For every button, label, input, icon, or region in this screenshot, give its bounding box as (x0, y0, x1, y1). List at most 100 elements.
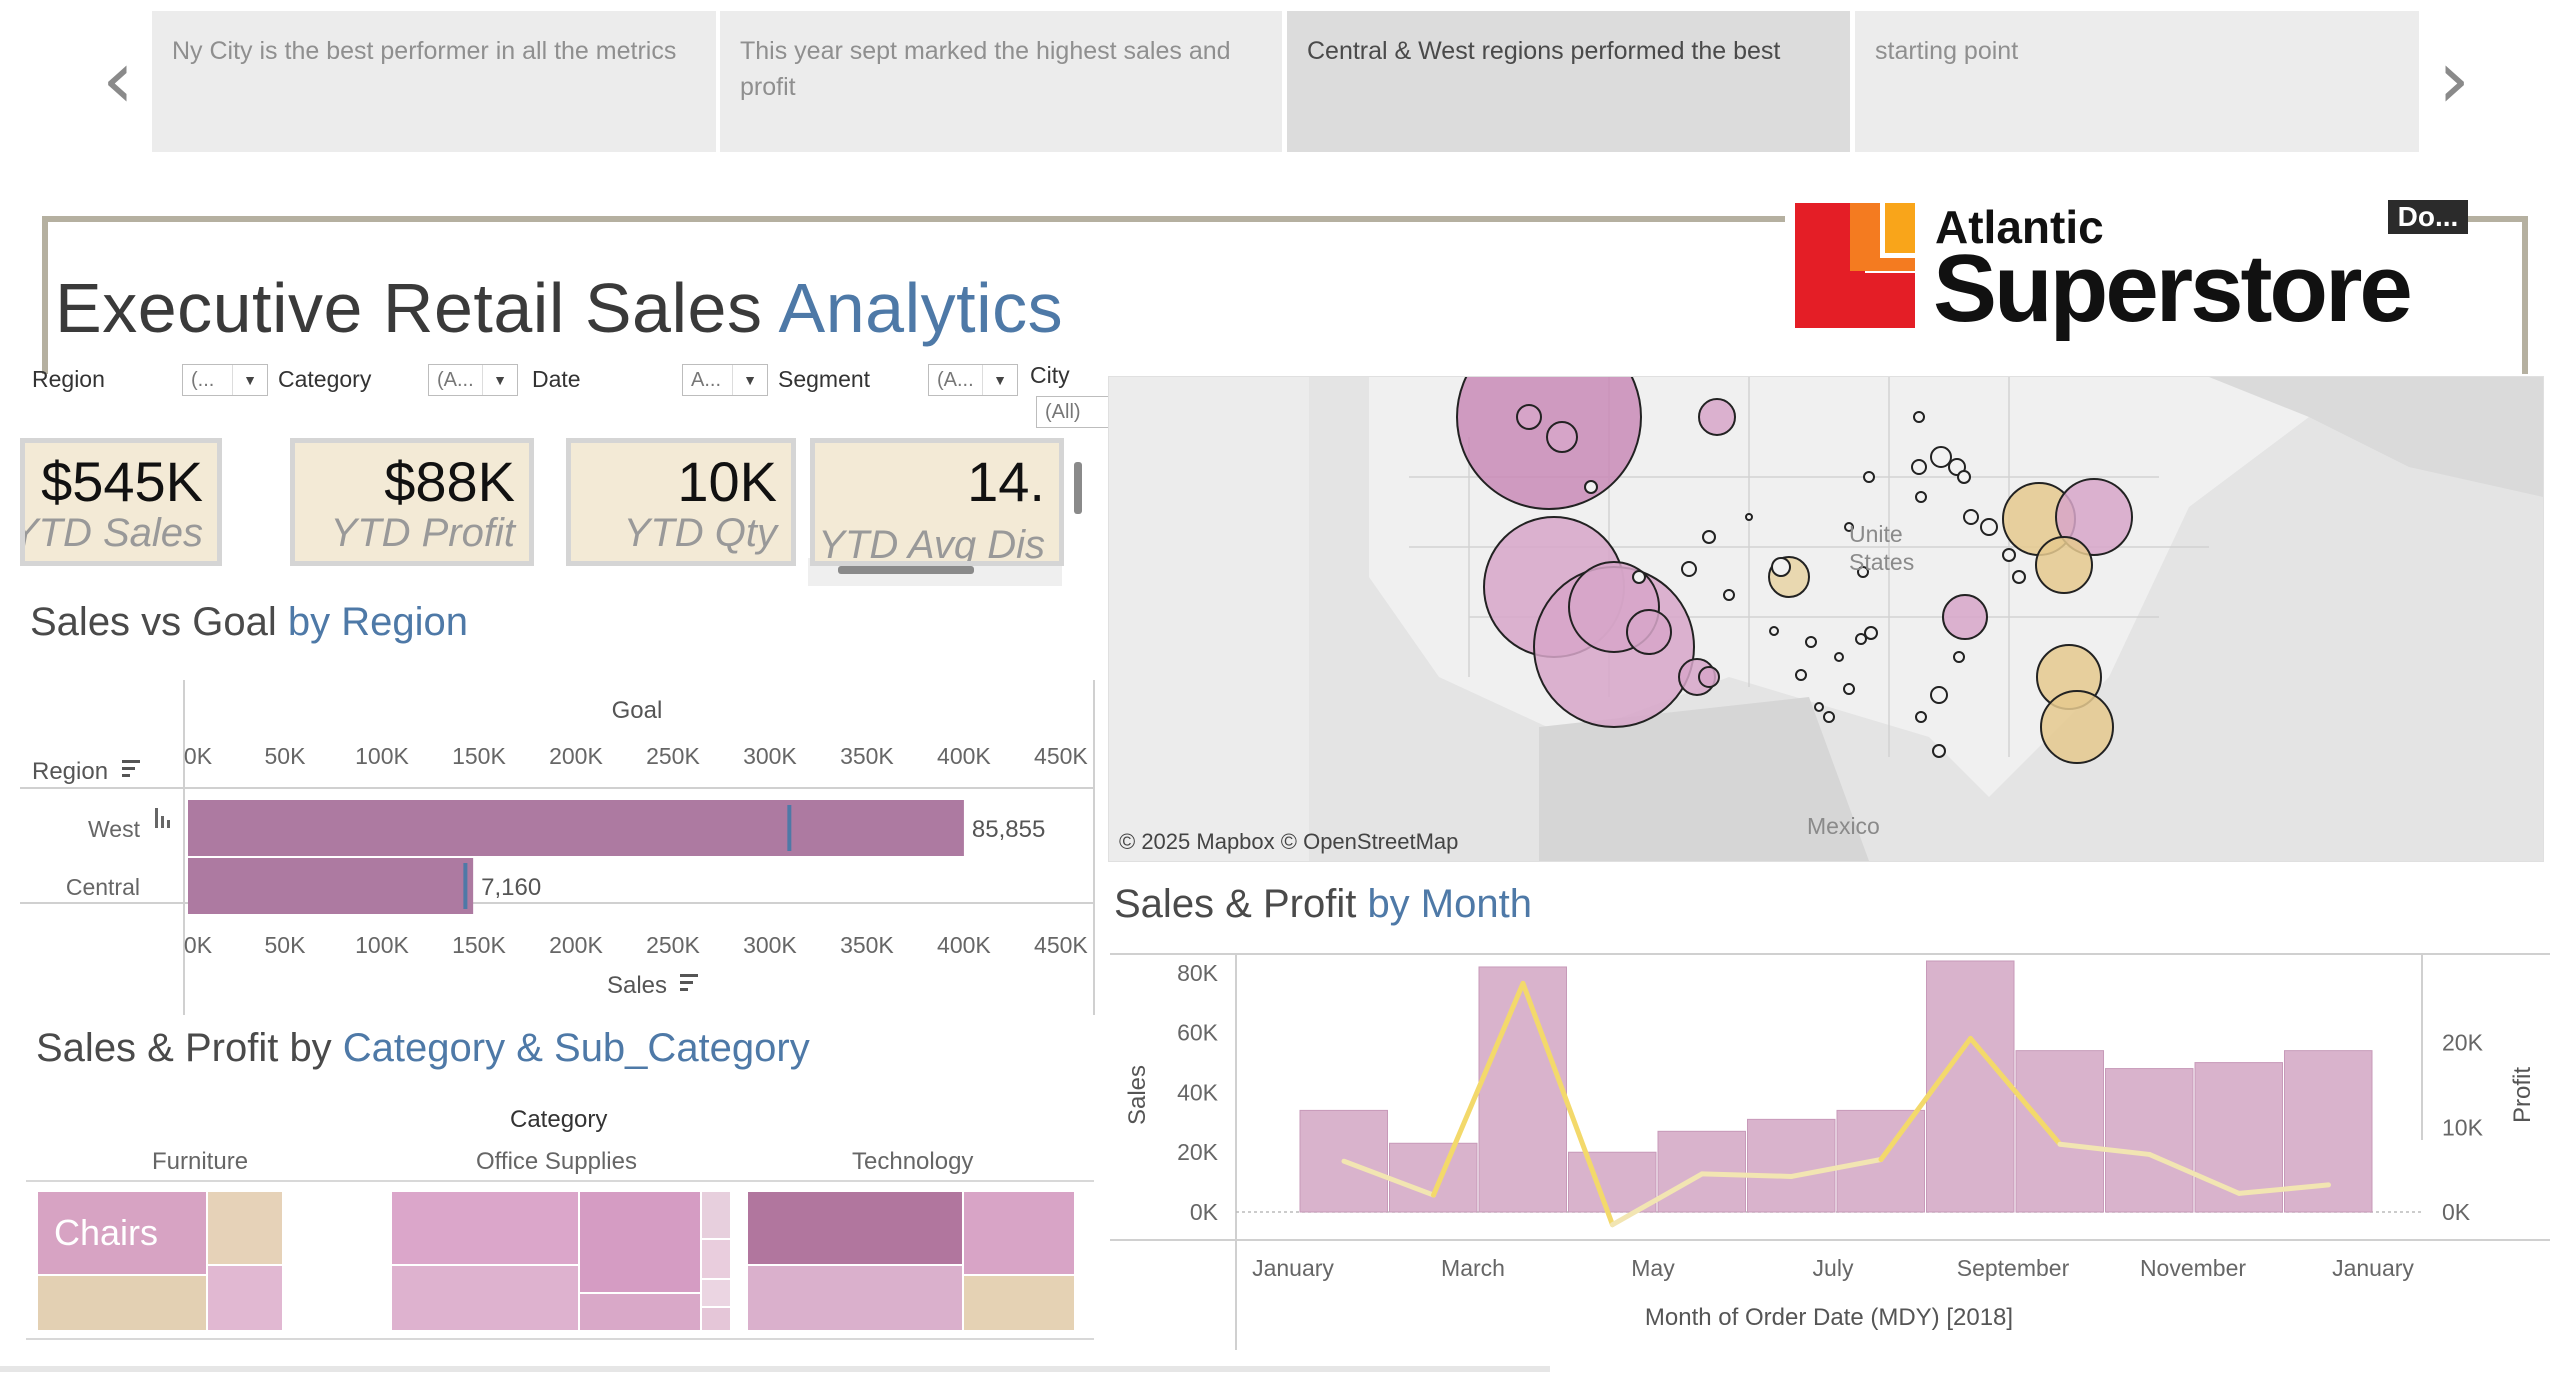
map-bubble[interactable] (1857, 566, 1869, 578)
sales-bar[interactable] (188, 858, 474, 914)
story-point-3[interactable]: Central & West regions performed the bes… (1287, 11, 1850, 152)
map-bubble[interactable] (1915, 711, 1927, 723)
map-bubble[interactable] (2055, 478, 2133, 556)
map-bubble[interactable] (1932, 744, 1946, 758)
month-sales-bar[interactable] (2194, 1062, 2283, 1213)
month-sales-bar[interactable] (1568, 1151, 1657, 1213)
category-section-title: Sales & Profit by Category & Sub_Categor… (36, 1026, 810, 1070)
bar-chart-icon[interactable] (155, 808, 170, 828)
map-bubble[interactable] (1745, 513, 1753, 521)
treemap-cell[interactable] (206, 1190, 284, 1266)
profit-line-segment (1878, 1035, 1973, 1163)
story-point-2[interactable]: This year sept marked the highest sales … (720, 11, 1282, 152)
map-bubble[interactable] (1698, 666, 1720, 688)
map-bubble[interactable] (1834, 652, 1844, 662)
month-sales-bar[interactable] (1747, 1118, 1836, 1213)
story-point-1[interactable]: Ny City is the best performer in all the… (152, 11, 716, 152)
month-sales-bar[interactable] (1478, 966, 1567, 1213)
treemap-cell[interactable] (390, 1264, 580, 1332)
treemap-cell[interactable] (390, 1190, 580, 1266)
month-sales-bar[interactable] (2105, 1068, 2194, 1213)
profit-line-segment (2147, 1151, 2242, 1196)
map-bubble[interactable] (1930, 446, 1952, 468)
map-bubble[interactable] (2012, 570, 2026, 584)
sales-map[interactable]: Unite States Mexico © 2025 Mapbox © Open… (1108, 376, 2544, 862)
sort-icon[interactable] (122, 760, 140, 777)
goal-axis-tick: 0K (184, 743, 213, 769)
map-bubble[interactable] (1913, 411, 1925, 423)
map-bubble[interactable] (1911, 459, 1927, 475)
treemap-cell[interactable] (746, 1264, 964, 1332)
filter-category-dropdown[interactable]: (A... ▼ (428, 364, 518, 396)
bottom-scrollbar[interactable] (0, 1366, 1550, 1372)
map-bubble[interactable] (1863, 471, 1875, 483)
map-bubble[interactable] (1823, 711, 1835, 723)
treemap-cell[interactable] (700, 1190, 732, 1240)
month-sales-bar[interactable] (1926, 960, 2015, 1213)
map-bubble[interactable] (2002, 548, 2016, 562)
map-bubble[interactable] (1963, 509, 1979, 525)
sales-axis-tick: 40K (1177, 1079, 1219, 1105)
map-bubble[interactable] (1957, 470, 1971, 484)
month-axis-tick: March (1441, 1255, 1505, 1281)
treemap-cell[interactable] (962, 1190, 1076, 1276)
treemap-cell-chairs[interactable]: Chairs (36, 1190, 208, 1276)
map-bubble[interactable] (1942, 594, 1988, 640)
goal-marker (463, 863, 468, 909)
map-bubble[interactable] (1805, 636, 1817, 648)
map-bubble[interactable] (1855, 633, 1867, 645)
map-bubble[interactable] (2035, 536, 2093, 594)
kpi-vertical-scrollbar[interactable] (1074, 462, 1082, 514)
map-bubble[interactable] (1844, 522, 1854, 532)
map-bubble[interactable] (1795, 669, 1807, 681)
kpi-horizontal-scrollbar[interactable] (838, 566, 974, 574)
map-bubble[interactable] (1915, 491, 1927, 503)
sales-axis-tick: 60K (1177, 1020, 1219, 1046)
map-bubble[interactable] (1626, 609, 1672, 655)
goal-bottom-ticks: 0K 50K 100K 150K 200K 250K 300K 350K 400K 450K (184, 932, 1088, 958)
sort-icon[interactable] (680, 974, 698, 991)
map-bubble[interactable] (1546, 421, 1578, 453)
map-bubble[interactable] (1702, 530, 1716, 544)
month-sales-bar[interactable] (2015, 1050, 2104, 1213)
sales-axis-title: Sales (607, 972, 667, 999)
treemap-cell[interactable] (700, 1278, 732, 1308)
map-bubble[interactable] (1698, 398, 1736, 436)
sales-bar[interactable] (188, 800, 964, 856)
map-bubble[interactable] (1681, 561, 1697, 577)
treemap-cell[interactable] (700, 1306, 732, 1332)
map-bubble[interactable] (1771, 557, 1791, 577)
treemap-cell[interactable] (962, 1274, 1076, 1332)
sales-axis-tick: 100K (355, 932, 409, 958)
map-bubble[interactable] (1980, 518, 1998, 536)
treemap-cell[interactable] (206, 1264, 284, 1332)
story-point-4[interactable]: starting point (1855, 11, 2419, 152)
map-bubble[interactable] (1584, 480, 1598, 494)
map-bubble[interactable] (1814, 702, 1824, 712)
map-bubble[interactable] (1930, 686, 1948, 704)
map-bubble[interactable] (1769, 626, 1779, 636)
map-bubble[interactable] (1632, 570, 1646, 584)
map-bubble[interactable] (1953, 651, 1965, 663)
download-button[interactable]: Do... (2388, 200, 2468, 234)
map-bubble[interactable] (1843, 683, 1855, 695)
map-label-country: Unite (1849, 521, 1903, 547)
kpi-value: $88K (384, 450, 515, 513)
month-sales-bar[interactable] (1389, 1142, 1478, 1213)
treemap-cell[interactable] (578, 1292, 702, 1332)
treemap-cell[interactable] (578, 1190, 702, 1294)
map-bubble[interactable] (1723, 589, 1735, 601)
filter-segment-dropdown[interactable]: (A... ▼ (928, 364, 1018, 396)
map-bubble[interactable] (2040, 690, 2114, 764)
treemap-cell[interactable] (746, 1190, 964, 1266)
map-bubble[interactable] (1864, 626, 1878, 640)
map-bubble[interactable] (1516, 404, 1542, 430)
story-prev-arrow[interactable]: ‹ (102, 33, 134, 126)
treemap-cell[interactable] (36, 1274, 208, 1332)
filter-date-dropdown[interactable]: A... ▼ (682, 364, 768, 396)
month-y2-ticks: 0K 10K 20K (2442, 1030, 2484, 1225)
treemap-cell[interactable] (700, 1238, 732, 1280)
filter-region-dropdown[interactable]: (... ▼ (182, 364, 268, 396)
goal-bars: West 85,855 Central 7,160 (66, 800, 1045, 914)
story-next-arrow[interactable]: › (2438, 33, 2470, 126)
